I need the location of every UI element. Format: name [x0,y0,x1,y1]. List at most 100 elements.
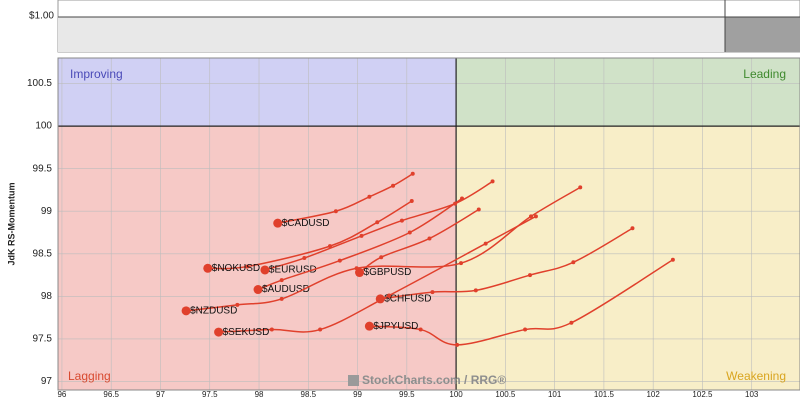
x-tick-label: 97.5 [202,390,218,399]
series-point [235,302,240,307]
series-point [245,264,250,269]
top-panel-band [58,17,725,52]
series-point [302,256,307,261]
series-point [318,327,323,332]
series-point [460,196,465,201]
series-label: $CADUSD [282,218,330,229]
series-point [523,327,528,332]
series-head [253,285,263,295]
series-point [459,261,464,266]
series-point [490,179,495,184]
series-head [355,268,365,278]
series-point [391,183,396,188]
x-tick-label: 102.5 [692,390,713,399]
y-tick-label: 99 [41,206,53,217]
series-point [571,260,576,265]
y-tick-label: 99.5 [33,163,53,174]
x-tick-label: 99.5 [399,390,415,399]
series-point [473,288,478,293]
series-point [375,220,380,225]
series-point [379,255,384,260]
series-point [569,320,574,325]
x-tick-label: 103 [745,390,759,399]
series-point [528,273,533,278]
series-point [279,296,284,301]
series-point [430,290,435,295]
y-tick-label: 97 [41,376,53,387]
quadrant-label: Lagging [68,369,111,383]
series-point [410,171,415,176]
series-head [260,265,270,275]
x-tick-label: 97 [156,390,165,399]
quadrant-label: Improving [70,67,123,81]
top-panel-box [725,17,800,52]
series-head [203,263,213,273]
series-head [273,218,283,228]
quadrant-label: Leading [743,67,786,81]
series-label: $SEKUSD [223,327,270,338]
quadrant [456,126,800,390]
series-head [214,327,224,337]
series-point [427,236,432,241]
series-point [269,327,274,332]
x-tick-label: 98.5 [301,390,317,399]
series-label: $GBPUSD [364,267,412,278]
y-tick-label: 100.5 [27,78,52,89]
y-tick-label: 98.5 [33,248,53,259]
x-tick-label: 100.5 [495,390,516,399]
series-point [399,218,404,223]
plot-area: Improving Leading Lagging Weakening StockCha… [57,57,800,391]
x-tick-label: 100 [449,390,463,399]
series-label: $NOKUSD [212,263,260,274]
plot-frame [57,57,800,391]
series-point [337,258,342,263]
series-label: $JPYUSD [373,321,418,332]
quadrant-label: Weakening [726,369,786,383]
x-tick-label: 101.5 [594,390,615,399]
series-point [578,185,583,190]
top-panel-label: $1.00 [29,11,54,22]
series-point [670,257,675,262]
x-tick-label: 98 [255,390,264,399]
series-point [359,233,364,238]
series-point [333,209,338,214]
y-axis-label: JdK RS-Momentum [6,183,16,266]
quadrant [58,58,457,127]
x-tick-label: 102 [646,390,660,399]
series-head [364,321,374,331]
series-tail [264,180,493,271]
series-tail [359,208,480,274]
series-point [418,327,423,332]
series-point [533,214,538,219]
series-tail [380,227,633,300]
series-point [279,278,284,283]
x-tick-label: 96 [57,390,66,399]
series-point [476,207,481,212]
x-tick-label: 99 [353,390,362,399]
series-point [528,214,533,219]
y-tick-label: 100 [35,121,52,132]
series-point [409,199,414,204]
series-point [354,266,359,271]
series-point [367,194,372,199]
y-tick-label: 97.5 [33,334,53,345]
x-tick-label: 96.5 [103,390,119,399]
y-tick-label: 98 [41,291,53,302]
x-tick-label: 101 [548,390,562,399]
series-label: $CHFUSD [384,294,431,305]
series-label: $EURUSD [269,265,317,276]
watermark: StockCharts.com / RRG® [362,373,506,387]
series-point [387,293,392,298]
series-point [630,226,635,231]
series-label: $NZDUSD [190,305,237,316]
quadrant [58,126,457,390]
series-head [181,306,191,316]
quadrant [456,58,800,127]
series-point [483,241,488,246]
series-label: $AUDUSD [262,284,310,295]
series-point [407,230,412,235]
watermark-icon [348,375,359,386]
series-point [455,342,460,347]
